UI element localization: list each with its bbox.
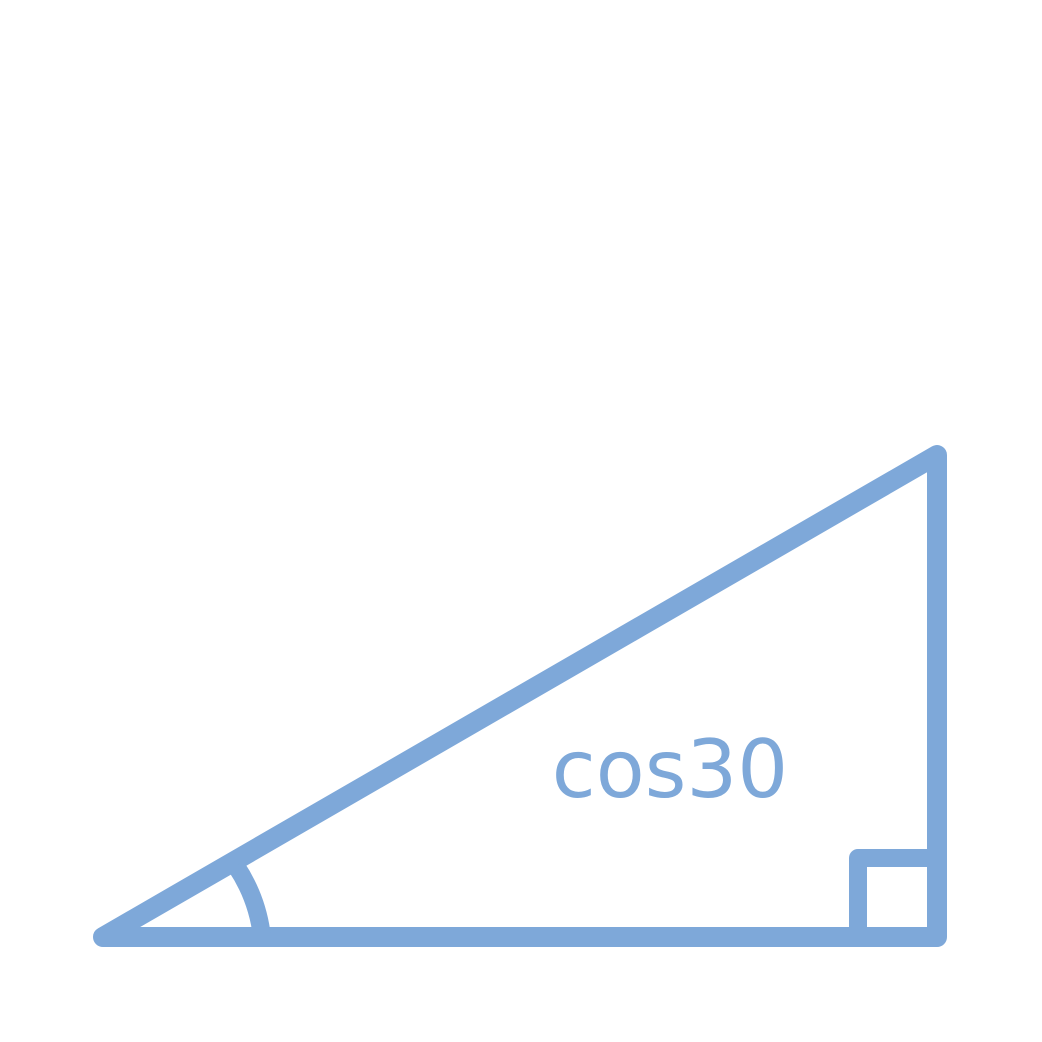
triangle-outline — [93, 445, 947, 947]
diagram-label: cos30 — [552, 723, 788, 816]
angle-arc — [228, 860, 271, 939]
right-angle-marker — [849, 849, 946, 946]
